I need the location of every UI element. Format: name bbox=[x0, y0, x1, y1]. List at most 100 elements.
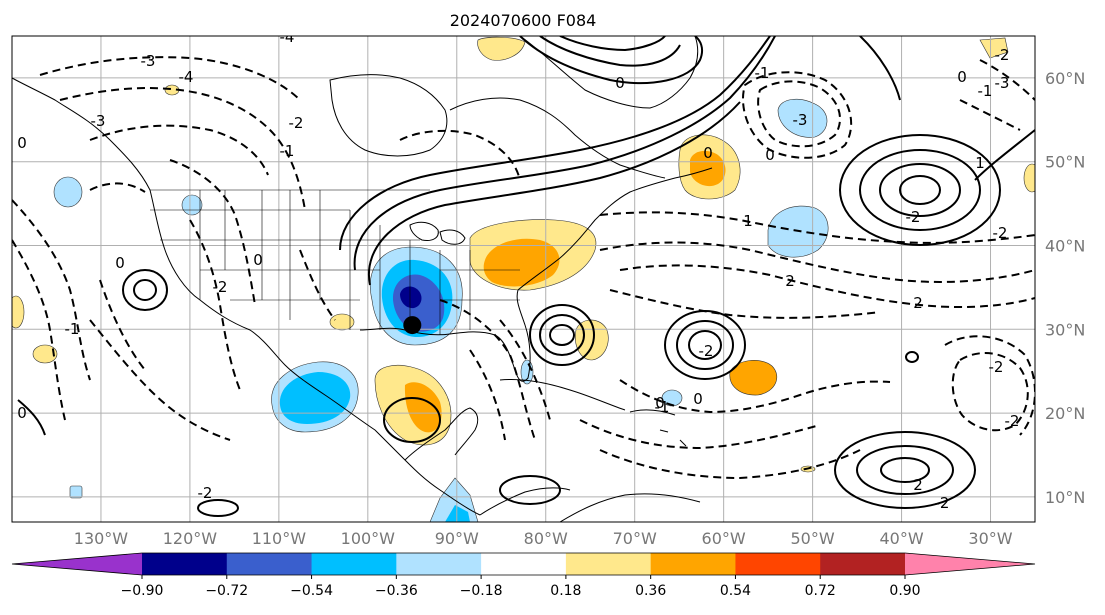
colorbar-tick-label: −0.54 bbox=[290, 583, 333, 599]
shaded-anomalies bbox=[12, 36, 1035, 522]
colorbar-extend-min bbox=[12, 553, 142, 575]
contour-label: -2 bbox=[699, 342, 714, 360]
contour-labels: -4-3-4-3 -2-10-20-10-2-1-3-30122-1-2-2-20… bbox=[17, 28, 1020, 512]
longitude-label: 130°W bbox=[74, 529, 129, 548]
colorbar-segment bbox=[820, 553, 906, 575]
positive-anomaly-east-edge bbox=[1023, 163, 1035, 193]
contour-label: 0 bbox=[957, 68, 967, 86]
contour-label: 0 bbox=[615, 74, 625, 92]
contour-label: -2 bbox=[993, 224, 1008, 242]
negative-anomaly-rockies bbox=[181, 194, 203, 216]
longitude-label: 90°W bbox=[435, 529, 479, 548]
latitude-label: 50°N bbox=[1045, 153, 1085, 172]
contour-label: 2 bbox=[913, 476, 923, 494]
graticule bbox=[12, 36, 1035, 522]
contour-label: 0 bbox=[655, 394, 665, 412]
map-title: 2024070600 F084 bbox=[450, 11, 597, 30]
contour-label: -4 bbox=[280, 28, 295, 46]
map-frame bbox=[11, 35, 1036, 523]
contour-label: -2 bbox=[198, 484, 213, 502]
colorbar-tick-label: −0.18 bbox=[460, 583, 503, 599]
latitude-labels: 10°N 20°N 30°N 40°N 50°N 60°N bbox=[1045, 69, 1085, 507]
positive-anomaly-greenland-south bbox=[477, 36, 526, 61]
colorbar-segment bbox=[650, 553, 736, 575]
positive-anomaly-pacific-south bbox=[32, 344, 58, 364]
contour-label: 2 bbox=[785, 272, 795, 290]
longitude-label: 80°W bbox=[524, 529, 568, 548]
negative-anomaly-gulf-max bbox=[400, 286, 422, 309]
contour-label: 0 bbox=[17, 134, 27, 152]
colorbar-tick-label: 0.36 bbox=[635, 583, 666, 599]
longitude-label: 100°W bbox=[341, 529, 396, 548]
contour-label: -1 bbox=[978, 82, 993, 100]
colorbar-segment bbox=[142, 553, 228, 575]
contour-label: -3 bbox=[793, 111, 808, 129]
negative-anomaly-north-atlantic bbox=[777, 98, 828, 138]
contour-label: -1 bbox=[655, 398, 670, 416]
positive-anomaly-texas bbox=[329, 313, 355, 331]
negative-anomaly-tropical-pacific bbox=[69, 485, 83, 499]
contours-solid bbox=[17, 36, 1035, 517]
storm-center-marker bbox=[403, 316, 422, 335]
contour-label: 0 bbox=[703, 144, 713, 162]
colorbar-labels: −0.90 −0.72 −0.54 −0.36 −0.18 0.18 0.36 0.54 0.7… bbox=[121, 575, 921, 599]
contour-label: -2 bbox=[989, 358, 1004, 376]
longitude-label: 60°W bbox=[702, 529, 746, 548]
positive-anomaly-greenland-east bbox=[979, 37, 1009, 59]
contours-dashed bbox=[12, 56, 1035, 480]
contour-label: -2 bbox=[935, 494, 950, 512]
contour-label: -3 bbox=[995, 74, 1010, 92]
longitude-label: 70°W bbox=[613, 529, 657, 548]
contour-label: 1 bbox=[975, 154, 985, 172]
contour-label: -2 bbox=[1005, 412, 1020, 430]
contour-label: -1 bbox=[280, 142, 295, 160]
latitude-label: 40°N bbox=[1045, 236, 1085, 255]
contour-label: 1 bbox=[743, 212, 753, 230]
contour-label: -3 bbox=[141, 52, 156, 70]
longitude-label: 50°W bbox=[791, 529, 835, 548]
positive-anomaly-atlantic-mid bbox=[729, 360, 778, 396]
positive-anomaly-newfoundland-inner bbox=[690, 150, 726, 187]
latitude-label: 30°N bbox=[1045, 320, 1085, 339]
latitude-label: 60°N bbox=[1045, 69, 1085, 88]
map-area: -4-3-4-3 -2-10-20-10-2-1-3-30122-1-2-2-20… bbox=[12, 28, 1035, 522]
colorbar-segment bbox=[226, 553, 313, 575]
contour-label: -2 bbox=[213, 278, 228, 296]
positive-anomaly-mexico-south-inner bbox=[404, 382, 442, 433]
contour-label: 0 bbox=[17, 404, 27, 422]
negative-anomaly-central-america-inner bbox=[445, 505, 470, 522]
negative-anomaly-pacific bbox=[53, 176, 83, 208]
contour-label: -3 bbox=[91, 112, 106, 130]
colorbar-extend-max bbox=[905, 553, 1035, 575]
latitude-label: 10°N bbox=[1045, 488, 1085, 507]
contour-label: -2 bbox=[906, 208, 921, 226]
contour-label: 0 bbox=[693, 390, 703, 408]
positive-anomaly-midatlantic-inner bbox=[483, 238, 560, 287]
contour-label: 0 bbox=[765, 146, 775, 164]
colorbar-tick-label: 0.72 bbox=[805, 583, 836, 599]
colorbar-segment bbox=[565, 553, 652, 575]
colorbar-tick-label: −0.90 bbox=[121, 583, 164, 599]
contour-label: -4 bbox=[179, 68, 194, 86]
longitude-labels: 130°W 120°W 110°W 100°W 90°W 80°W 70°W 60°W 50°W… bbox=[74, 529, 1013, 548]
contour-label: 0 bbox=[115, 254, 125, 272]
contour-label: -2 bbox=[995, 46, 1010, 64]
positive-anomaly-west-coast bbox=[12, 295, 25, 329]
colorbar-segment bbox=[396, 553, 482, 575]
colorbar-segment bbox=[735, 553, 821, 575]
longitude-label: 110°W bbox=[252, 529, 307, 548]
colorbar-tick-label: −0.36 bbox=[375, 583, 418, 599]
colorbar bbox=[11, 552, 1036, 576]
longitude-label: 40°W bbox=[879, 529, 923, 548]
colorbar-tick-label: 0.90 bbox=[889, 583, 920, 599]
contour-label: 0 bbox=[253, 251, 263, 269]
negative-anomaly-mexico-inner bbox=[279, 372, 351, 424]
contour-label: 2 bbox=[913, 294, 923, 312]
longitude-label: 120°W bbox=[163, 529, 218, 548]
latitude-label: 20°N bbox=[1045, 404, 1085, 423]
colorbar-tick-label: 0.54 bbox=[720, 583, 751, 599]
state-borders bbox=[150, 189, 520, 335]
colorbar-segment bbox=[311, 553, 397, 575]
longitude-label: 30°W bbox=[968, 529, 1012, 548]
